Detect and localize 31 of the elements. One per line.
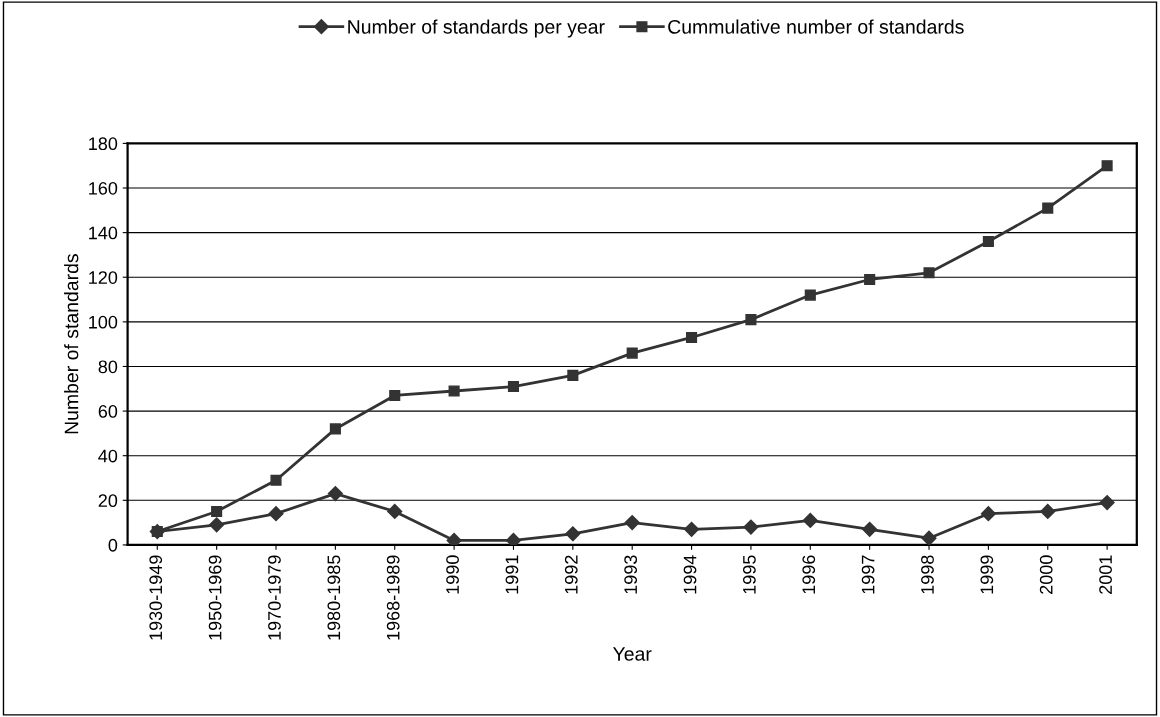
y-tick-label: 160 <box>89 181 118 195</box>
y-tick-label: 100 <box>89 315 118 329</box>
x-tick-label: 1950-1969 <box>208 555 222 640</box>
x-tick-label: 1990 <box>446 555 459 594</box>
x-tick-label: 1991 <box>505 555 519 594</box>
x-tick-label: 1999 <box>980 555 994 594</box>
y-axis-title: Number of standards <box>64 254 79 434</box>
x-tick-label: 1998 <box>921 555 934 594</box>
legend-label: Number of standards per year <box>348 19 605 38</box>
y-tick-label: 0 <box>108 538 118 552</box>
x-tick-label: 2001 <box>1099 555 1112 594</box>
x-tick-label: 1995 <box>742 555 756 594</box>
x-tick-label: 1992 <box>564 555 578 594</box>
x-axis-title: Year <box>612 647 652 661</box>
x-tick-label: 1993 <box>624 555 638 594</box>
y-tick-label: 60 <box>98 405 118 418</box>
x-tick-label: 1994 <box>683 555 697 594</box>
x-tick-label: 1980-1985 <box>327 555 341 640</box>
x-tick-label: 1930-1949 <box>149 555 163 640</box>
y-tick-label: 120 <box>89 271 118 284</box>
y-tick-label: 80 <box>98 360 118 374</box>
y-tick-label: 40 <box>98 449 118 463</box>
x-tick-label: 1996 <box>802 555 816 594</box>
y-tick-label: 180 <box>89 137 118 151</box>
x-tick-label: 1968-1989 <box>386 555 400 640</box>
x-tick-label: 2000 <box>1039 555 1053 594</box>
x-tick-label: 1970-1979 <box>268 555 281 640</box>
y-tick-label: 140 <box>89 226 118 240</box>
legend-label: Cummulative number of standards <box>668 19 964 34</box>
x-tick-label: 1997 <box>861 555 875 594</box>
y-tick-label: 20 <box>98 494 118 508</box>
